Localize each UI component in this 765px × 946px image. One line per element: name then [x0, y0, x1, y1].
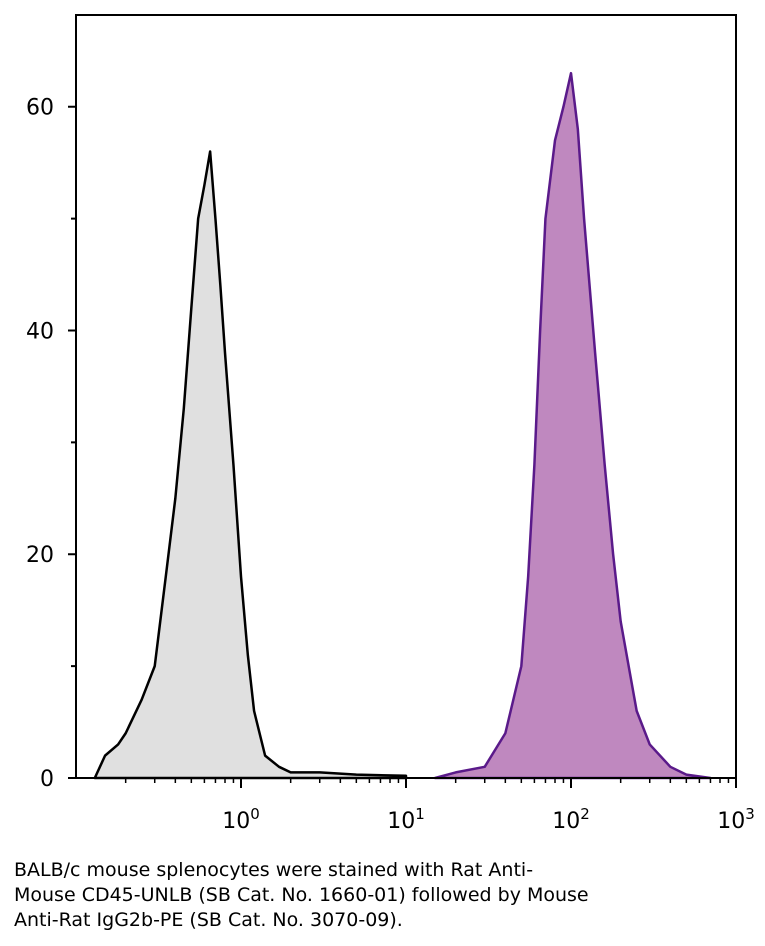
histogram-area: [433, 71, 712, 780]
caption-line: Mouse CD45-UNLB (SB Cat. No. 1660-01) fo…: [14, 884, 589, 906]
y-tick-label: 20: [26, 543, 54, 568]
x-tick-exponent: 2: [580, 805, 590, 823]
caption-line: Anti-Rat IgG2b-PE (SB Cat. No. 3070-09).: [14, 909, 403, 931]
x-tick-base: 10: [552, 809, 580, 834]
x-tick-exponent: 1: [415, 805, 425, 823]
x-tick-exponent: 0: [250, 805, 260, 823]
caption-line: BALB/c mouse splenocytes were stained wi…: [14, 859, 533, 881]
y-tick-label: 0: [40, 767, 54, 792]
x-tick-label: 100: [222, 805, 260, 834]
x-tick-label: 101: [387, 805, 425, 834]
y-tick-label: 60: [26, 96, 54, 121]
x-tick-exponent: 3: [745, 805, 755, 823]
x-tick-label: 103: [717, 805, 755, 834]
y-tick-label: 40: [26, 319, 54, 344]
x-tick-base: 10: [387, 809, 415, 834]
x-tick-base: 10: [717, 809, 745, 834]
x-tick-base: 10: [222, 809, 250, 834]
x-tick-label: 102: [552, 805, 590, 834]
histogram-area: [93, 150, 408, 780]
